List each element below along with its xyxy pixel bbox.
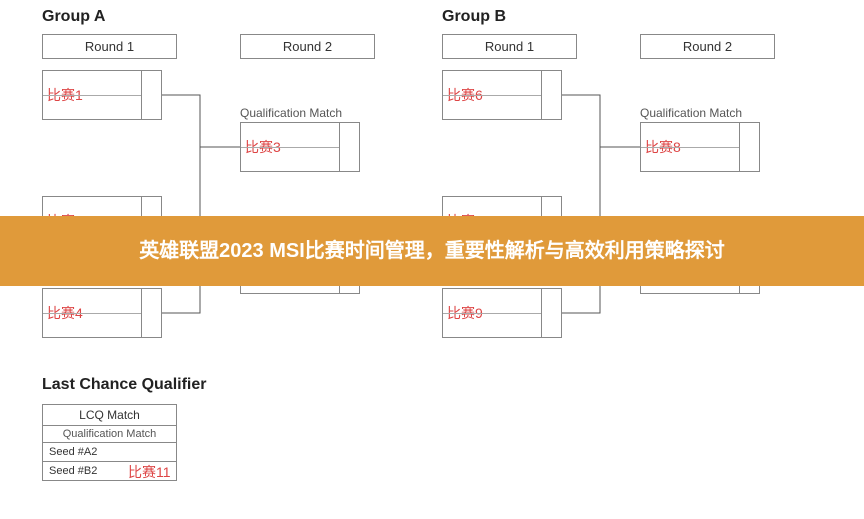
match-divider xyxy=(241,147,339,148)
match-1[interactable]: 比赛1 xyxy=(42,70,162,120)
group-a-title: Group A xyxy=(42,8,105,26)
lcq-row-1: Seed #A2 xyxy=(43,443,176,462)
group-b-round2: Round 2 xyxy=(640,34,775,59)
overlay-text: 英雄联盟2023 MSI比赛时间管理，重要性解析与高效利用策略探讨 xyxy=(139,236,725,266)
match-stub xyxy=(141,71,161,119)
match-3[interactable]: 比赛3 xyxy=(240,122,360,172)
qual-label-b: Qualification Match xyxy=(640,106,742,120)
match-divider xyxy=(443,95,541,96)
lcq-subheader: Qualification Match xyxy=(43,426,176,443)
group-b-round1: Round 1 xyxy=(442,34,577,59)
match-stub xyxy=(339,123,359,171)
group-a-round1: Round 1 xyxy=(42,34,177,59)
group-b-title: Group B xyxy=(442,8,506,26)
lcq-match-label: 比赛11 xyxy=(128,462,171,482)
match-stub xyxy=(141,289,161,337)
match-divider xyxy=(443,313,541,314)
match-stub xyxy=(541,289,561,337)
match-divider xyxy=(43,313,141,314)
bracket-canvas: Group A Round 1 Round 2 比赛1 Qualificatio… xyxy=(0,0,864,519)
match-6[interactable]: 比赛6 xyxy=(442,70,562,120)
match-4[interactable]: 比赛4 xyxy=(42,288,162,338)
match-divider xyxy=(641,147,739,148)
overlay-banner: 英雄联盟2023 MSI比赛时间管理，重要性解析与高效利用策略探讨 xyxy=(0,216,864,286)
match-stub xyxy=(739,123,759,171)
match-9[interactable]: 比赛9 xyxy=(442,288,562,338)
match-stub xyxy=(541,71,561,119)
match-8[interactable]: 比赛8 xyxy=(640,122,760,172)
match-divider xyxy=(43,95,141,96)
lcq-header: LCQ Match xyxy=(43,405,176,426)
qual-label-a: Qualification Match xyxy=(240,106,342,120)
group-a-round2: Round 2 xyxy=(240,34,375,59)
lcq-title: Last Chance Qualifier xyxy=(42,376,207,394)
